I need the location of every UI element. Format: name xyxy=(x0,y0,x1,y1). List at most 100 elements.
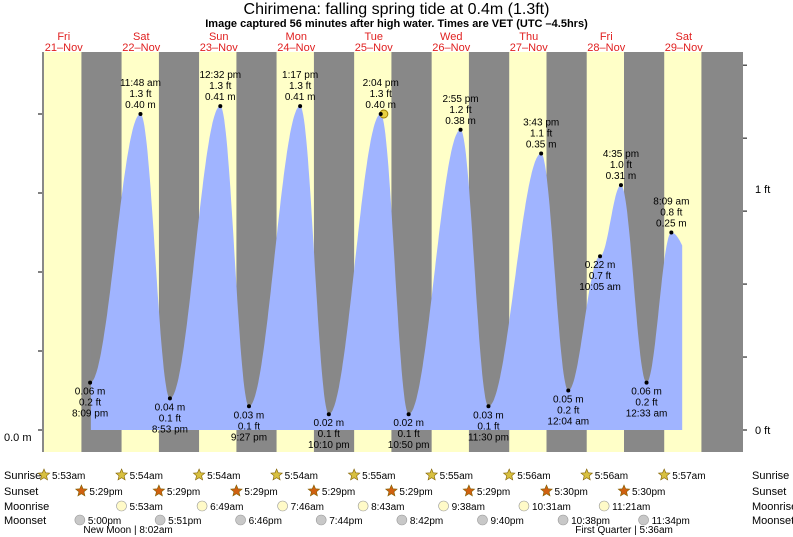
low-tide-label: 12:33 am xyxy=(626,409,668,420)
day-name: Thu xyxy=(519,31,538,43)
low-tide-label: 0.03 m xyxy=(234,410,265,421)
high-tide-label: 1.3 ft xyxy=(209,81,231,92)
sunrise-time: 5:55am xyxy=(440,471,473,482)
moonset-icon xyxy=(477,514,488,526)
high-tide-label: 0.8 ft xyxy=(660,208,682,219)
high-tide-label: 2:04 pm xyxy=(363,78,399,89)
day-date: 21–Nov xyxy=(45,42,83,54)
low-tide-label: 0.06 m xyxy=(631,387,662,398)
sunrise-time: 5:54am xyxy=(130,471,163,482)
extreme-point xyxy=(669,230,674,235)
sunset-row-label: Sunset xyxy=(4,486,38,498)
high-tide-label: 1.3 ft xyxy=(370,89,392,100)
moonset-icon xyxy=(74,514,86,526)
day-date: 23–Nov xyxy=(200,42,238,54)
sunrise-time: 5:56am xyxy=(517,471,550,482)
low-tide-label: 9:27 pm xyxy=(231,432,267,443)
high-tide-label: 11:48 am xyxy=(120,78,161,89)
extreme-point xyxy=(644,380,649,385)
high-tide-label: 1:17 pm xyxy=(282,70,318,81)
sunset-icon xyxy=(617,484,631,497)
sunrise-row-label-right: Sunrise xyxy=(752,470,789,482)
day-name: Fri xyxy=(600,31,613,43)
high-tide-label: 1.2 ft xyxy=(449,105,471,116)
extreme-point xyxy=(618,183,623,188)
day-name: Sun xyxy=(209,31,229,43)
axis-ticks: 0.0 m 1 ft 0 ft xyxy=(4,64,770,444)
moonrise-row-label-right: Moonrise xyxy=(752,501,793,513)
moonset-time: 7:44pm xyxy=(329,516,362,527)
day-date: 26–Nov xyxy=(432,42,470,54)
low-tide-label: 0.1 ft xyxy=(318,429,340,440)
sunset-time: 5:29pm xyxy=(167,487,200,498)
low-tide-label: 8:09 pm xyxy=(72,409,108,420)
low-tide-label: 10:50 pm xyxy=(388,440,430,451)
sunset-time: 5:29pm xyxy=(89,487,122,498)
sunrise-icon xyxy=(192,468,206,481)
day-name: Tue xyxy=(364,31,383,43)
sunset-time: 5:29pm xyxy=(244,487,277,498)
day-date: 28–Nov xyxy=(587,42,625,54)
tide-label: 0.22 m xyxy=(585,260,616,271)
low-tide-label: 0.1 ft xyxy=(159,413,181,424)
moonset-time: 9:40pm xyxy=(490,516,523,527)
moon-phase-label: First Quarter | 5:36am xyxy=(575,525,673,536)
high-tide-label: 4:35 pm xyxy=(603,149,639,160)
extreme-point xyxy=(378,112,383,116)
low-tide-label: 8:53 pm xyxy=(152,424,188,435)
sunrise-icon xyxy=(270,468,284,481)
extreme-point xyxy=(298,104,303,109)
low-tide-label: 0.1 ft xyxy=(398,429,420,440)
sunrise-time: 5:53am xyxy=(52,471,85,482)
moon-phase-label: New Moon | 8:02am xyxy=(83,525,172,536)
low-tide-label: 0.1 ft xyxy=(477,421,499,432)
moonset-row-label-right: Moonset xyxy=(752,515,793,527)
low-tide-label: 0.2 ft xyxy=(557,406,579,417)
right-axis-label: 0 ft xyxy=(755,425,770,437)
high-tide-label: 0.31 m xyxy=(606,171,637,182)
sunset-icon xyxy=(152,484,166,497)
sunrise-icon xyxy=(580,468,594,481)
sunset-time: 5:29pm xyxy=(322,487,355,498)
extreme-point xyxy=(458,127,463,132)
extreme-point xyxy=(486,404,491,409)
sunset-icon xyxy=(307,484,321,497)
extreme-point xyxy=(138,112,143,116)
moonrise-time: 9:38am xyxy=(452,502,485,513)
moonset-time: 6:46pm xyxy=(249,516,282,527)
extreme-point xyxy=(167,396,172,401)
moonrise-time: 10:31am xyxy=(532,502,571,513)
moonset-time: 8:42pm xyxy=(410,516,443,527)
high-tide-label: 1.0 ft xyxy=(610,160,632,171)
high-tide-label: 1.1 ft xyxy=(530,129,552,140)
low-tide-label: 0.05 m xyxy=(553,395,584,406)
right-axis-label: 1 ft xyxy=(755,184,770,196)
low-tide-label: 0.2 ft xyxy=(635,398,657,409)
high-tide-label: 0.25 m xyxy=(656,219,687,230)
tide-label: 0.7 ft xyxy=(589,271,611,282)
extreme-point xyxy=(566,388,571,393)
day-date: 27–Nov xyxy=(510,42,548,54)
high-tide-label: 0.40 m xyxy=(365,100,396,111)
tide-curve xyxy=(90,106,683,430)
sunset-row-label-right: Sunset xyxy=(752,486,786,498)
moonrise-icon xyxy=(277,500,288,512)
day-date: 22–Nov xyxy=(122,42,160,54)
high-tide-label: 8:09 am xyxy=(653,197,689,208)
sunset-icon xyxy=(74,484,88,497)
sunset-icon xyxy=(229,484,243,497)
sunrise-icon xyxy=(347,468,361,481)
day-name: Mon xyxy=(286,31,307,43)
high-tide-label: 0.40 m xyxy=(125,100,156,111)
day-labels: Fri21–NovSat22–NovSun23–NovMon24–NovTue2… xyxy=(45,31,703,54)
sun-moon-rows: Sunrise Sunrise 5:53am 5:54am 5:54am 5:54am 5:… xyxy=(4,468,793,536)
chart-title: Chirimena: falling spring tide at 0.4m (… xyxy=(243,1,550,18)
high-tide-label: 1.3 ft xyxy=(289,81,311,92)
moonrise-time: 6:49am xyxy=(210,502,243,513)
sunrise-time: 5:54am xyxy=(285,471,318,482)
sunrise-time: 5:56am xyxy=(595,471,628,482)
low-tide-label: 0.04 m xyxy=(155,402,186,413)
sunrise-time: 5:54am xyxy=(207,471,240,482)
day-name: Wed xyxy=(440,31,462,43)
